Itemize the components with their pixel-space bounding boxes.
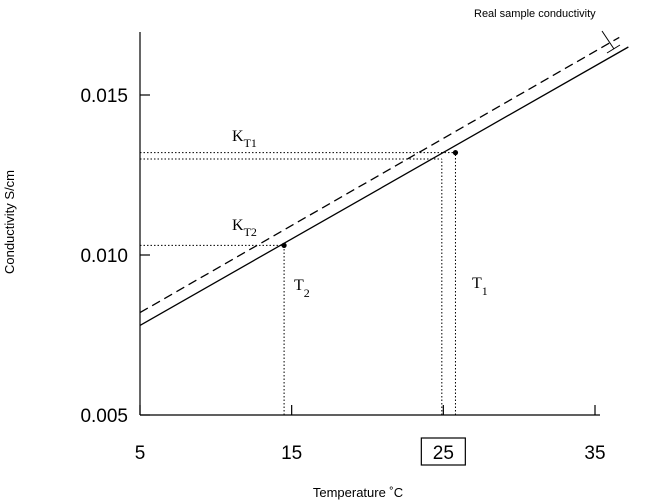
x-axis-title: Temperature ˚C (313, 485, 403, 500)
series-group (139, 36, 629, 326)
series-line-solid (139, 46, 629, 326)
y-tick-label-0.005: 0.005 (80, 406, 128, 427)
x-tick-label-15: 15 (281, 443, 302, 464)
y-tick-label-0.015: 0.015 (80, 86, 128, 107)
kt1-label: KT1 (232, 128, 257, 150)
data-point-1 (452, 150, 459, 156)
dashed-series-label-leader-tick (606, 44, 621, 54)
reference-lines (140, 152, 456, 415)
kt2-label: KT2 (232, 217, 257, 239)
t1-label: T1 (472, 275, 488, 298)
dashed-series-label-leader (601, 30, 615, 50)
y-tick-label-0.010: 0.010 (80, 246, 128, 267)
x-tick-label-25: 25 (433, 443, 454, 464)
y-axis-title: Conductivity S/cm (2, 170, 17, 274)
x-tick-label-35: 35 (584, 443, 605, 464)
t2-label: T2 (294, 277, 310, 300)
data-point-0 (281, 242, 287, 248)
ticks-group: 5 15 25 35 0.005 0.010 0.015 (80, 86, 606, 466)
series-line-dashed (139, 36, 620, 314)
dashed-series-label: Real sample conductivity (474, 8, 596, 20)
x-tick-box-25 (420, 437, 466, 466)
x-tick-label-5: 5 (135, 443, 146, 464)
points-group (281, 150, 459, 248)
